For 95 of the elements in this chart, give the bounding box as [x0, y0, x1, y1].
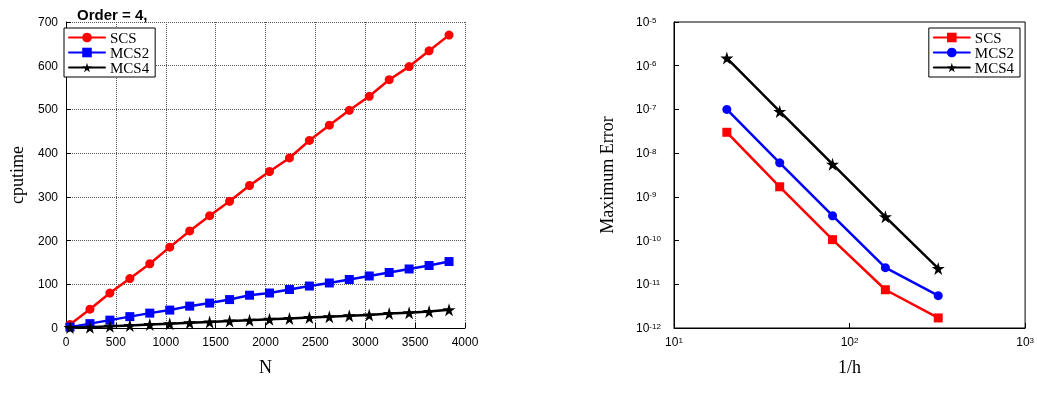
- point: [205, 298, 215, 308]
- point: [880, 263, 890, 273]
- point: [384, 75, 394, 85]
- legend-label: MCS4: [110, 59, 150, 76]
- point: [342, 309, 356, 323]
- y-tick-label: 700: [37, 15, 59, 29]
- point: [185, 301, 195, 311]
- point: [828, 211, 838, 221]
- point: [344, 105, 354, 115]
- point: [245, 180, 255, 190]
- y-tick-label: 500: [37, 102, 59, 117]
- x-tick-label: 2500: [302, 335, 330, 349]
- point: [284, 285, 294, 295]
- y-tick-label: 200: [37, 233, 59, 248]
- point: [324, 120, 334, 130]
- y-tick-label: 300: [37, 189, 59, 204]
- legend-label: MCS2: [110, 44, 150, 61]
- point: [302, 311, 316, 325]
- point: [933, 291, 943, 301]
- point: [143, 318, 157, 331]
- point: [324, 278, 334, 288]
- point: [125, 312, 135, 322]
- point: [145, 308, 155, 318]
- legend-label: MCS2: [974, 44, 1014, 61]
- point: [264, 288, 274, 298]
- point: [145, 259, 155, 269]
- point: [245, 290, 255, 300]
- point: [878, 210, 892, 224]
- legend-label: SCS: [974, 29, 1002, 46]
- point: [265, 167, 274, 176]
- point: [105, 315, 115, 325]
- point: [364, 271, 374, 281]
- point: [163, 317, 177, 331]
- point: [404, 264, 414, 274]
- point: [85, 304, 95, 314]
- point: [205, 211, 215, 221]
- point: [103, 319, 117, 333]
- point: [775, 158, 785, 168]
- point: [105, 288, 115, 298]
- point: [364, 91, 374, 101]
- point: [404, 62, 414, 72]
- x-axis-title: N: [259, 357, 272, 377]
- point: [933, 313, 943, 323]
- x-tick-label: 1000: [152, 335, 180, 349]
- point: [183, 316, 197, 330]
- y-axis-title: Maximum Error: [597, 116, 617, 234]
- point: [322, 310, 336, 324]
- point: [304, 281, 314, 291]
- point: [282, 311, 296, 325]
- y-tick-label: 100: [37, 277, 59, 292]
- point: [165, 305, 175, 315]
- point: [262, 312, 276, 326]
- x-tick-label: 0: [62, 335, 70, 349]
- point: [284, 153, 294, 163]
- point: [773, 104, 787, 118]
- point: [203, 315, 217, 329]
- point: [344, 274, 354, 284]
- point: [362, 308, 376, 322]
- point: [384, 267, 394, 277]
- point: [880, 285, 890, 295]
- y-axis-title: cputime: [7, 146, 27, 204]
- point: [444, 257, 454, 267]
- point: [442, 303, 456, 317]
- y-tick-label: 0: [51, 321, 59, 335]
- point: [722, 127, 732, 137]
- y-tick-label: 600: [37, 58, 59, 73]
- point: [402, 306, 416, 320]
- point: [826, 157, 840, 171]
- y-tick-label: 400: [37, 146, 59, 161]
- point: [83, 320, 97, 334]
- legend-label: MCS4: [974, 59, 1015, 76]
- x-tick-label: 3500: [401, 335, 429, 349]
- point: [775, 182, 785, 192]
- point: [225, 295, 235, 305]
- point: [243, 313, 257, 327]
- x-axis-title: 1/h: [838, 357, 862, 377]
- x-tick-label: 3000: [351, 335, 379, 349]
- point: [165, 242, 175, 252]
- x-tick-label: 1500: [202, 335, 230, 349]
- point: [382, 307, 396, 321]
- point: [225, 196, 235, 206]
- point: [444, 30, 454, 40]
- point: [424, 260, 434, 270]
- point: [185, 226, 195, 236]
- x-tick-label: 500: [105, 335, 127, 349]
- point: [125, 274, 135, 284]
- chart-title: Order = 4,: [77, 6, 148, 23]
- point: [304, 135, 314, 145]
- point: [828, 235, 838, 245]
- x-tick-label: 2000: [252, 335, 280, 349]
- point: [931, 261, 945, 275]
- legend-label: SCS: [110, 29, 137, 46]
- x-tick-label: 4000: [451, 335, 479, 349]
- point: [722, 104, 732, 114]
- point: [424, 46, 434, 56]
